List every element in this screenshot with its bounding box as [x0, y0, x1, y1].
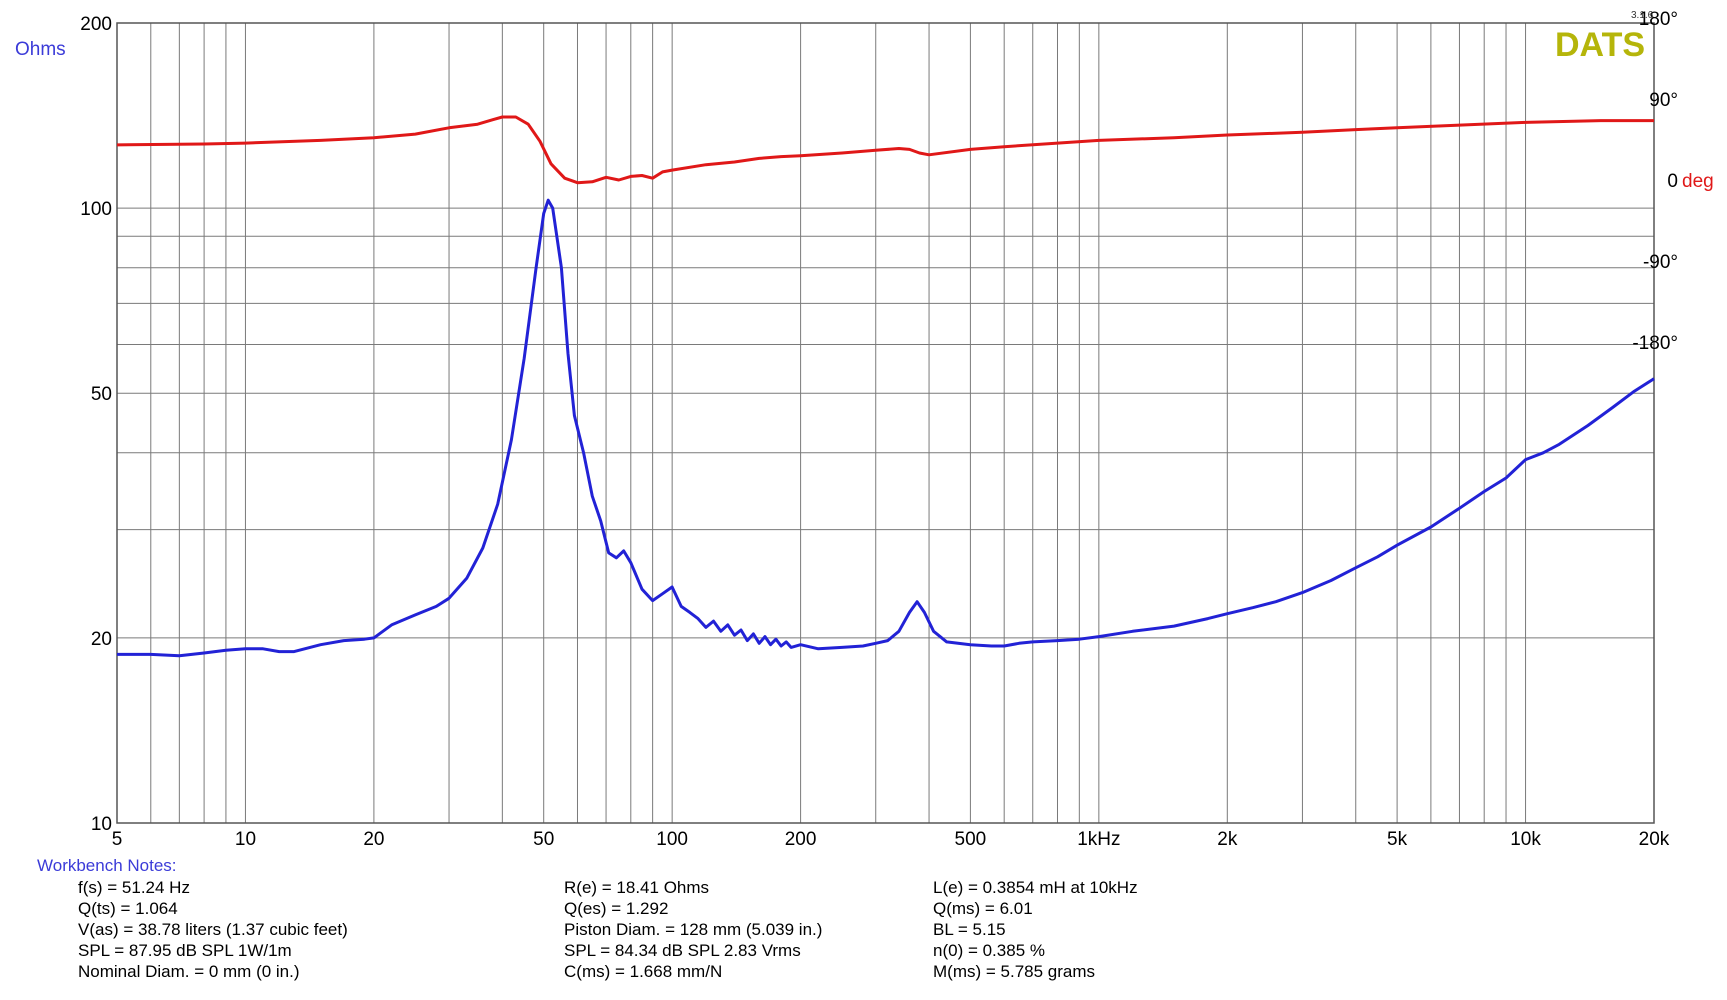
- x-tick-label: 50: [533, 829, 554, 850]
- y-tick-label: 50: [91, 384, 112, 405]
- note-qms: Q(ms) = 6.01: [933, 899, 1033, 918]
- note-piston-diam: Piston Diam. = 128 mm (5.039 in.): [564, 920, 823, 939]
- grid: [117, 23, 1654, 823]
- note-spl-1w: SPL = 87.95 dB SPL 1W/1m: [78, 941, 292, 960]
- x-tick-label: 2k: [1217, 829, 1238, 850]
- x-tick-label: 5: [112, 829, 123, 850]
- version-label: 3.1.6: [1631, 10, 1654, 21]
- note-spl-vrms: SPL = 84.34 dB SPL 2.83 Vrms: [564, 941, 801, 960]
- x-tick-label: 10: [235, 829, 256, 850]
- notes-column-2: R(e) = 18.41 Ohms Q(es) = 1.292 Piston D…: [564, 877, 822, 982]
- note-n0: n(0) = 0.385 %: [933, 941, 1045, 960]
- y-tick-label: 20: [91, 629, 112, 650]
- y2-tick-labels: 180° 90° 0 -90° -180°: [1632, 9, 1678, 354]
- note-bl: BL = 5.15: [933, 920, 1006, 939]
- y2-tick-label: -180°: [1632, 333, 1678, 354]
- note-fs: f(s) = 51.24 Hz: [78, 878, 190, 897]
- series-layer: [116, 115, 1655, 658]
- x-tick-label: 200: [785, 829, 817, 850]
- x-tick-label: 500: [955, 829, 987, 850]
- right-axis-unit: deg: [1682, 171, 1714, 192]
- y-tick-label: 200: [80, 14, 112, 35]
- x-tick-labels: 5 10 20 50 100 200 500 1kHz 2k 5k 10k 20k: [112, 829, 1670, 850]
- workbench-notes: Workbench Notes: f(s) = 51.24 Hz Q(ts) =…: [0, 856, 1727, 1000]
- left-axis-unit: Ohms: [15, 39, 66, 60]
- note-re: R(e) = 18.41 Ohms: [564, 878, 710, 897]
- note-qts: Q(ts) = 1.064: [78, 899, 178, 918]
- note-cms: C(ms) = 1.668 mm/N: [564, 962, 723, 981]
- x-tick-label: 100: [656, 829, 688, 850]
- impedance-curve: [117, 198, 1655, 658]
- x-tick-label: 5k: [1387, 829, 1408, 850]
- note-nominal-diam: Nominal Diam. = 0 mm (0 in.): [78, 962, 300, 981]
- plot-frame: [116, 22, 1655, 824]
- y2-tick-label: -90°: [1643, 252, 1678, 273]
- y-tick-labels: 10 20 50 100 200: [80, 14, 112, 835]
- x-tick-label: 20: [363, 829, 384, 850]
- y2-tick-label: 180°: [1639, 9, 1678, 30]
- notes-column-1: f(s) = 51.24 Hz Q(ts) = 1.064 V(as) = 38…: [78, 877, 348, 982]
- impedance-phase-chart: 5 10 20 50 100 200 500 1kHz 2k 5k 10k 20k 102050100…: [15, 9, 1714, 850]
- x-tick-label: 20k: [1639, 829, 1670, 850]
- y-tick-label: 10: [91, 814, 112, 835]
- phase-curve: [116, 115, 1654, 185]
- notes-title: Workbench Notes:: [37, 856, 177, 875]
- y2-tick-label: 90°: [1649, 90, 1678, 111]
- note-qes: Q(es) = 1.292: [564, 899, 669, 918]
- note-mms: M(ms) = 5.785 grams: [933, 962, 1096, 981]
- note-le: L(e) = 0.3854 mH at 10kHz: [933, 878, 1138, 897]
- y2-tick-label: 0: [1667, 171, 1678, 192]
- x-tick-label: 10k: [1510, 829, 1541, 850]
- x-tick-label: 1kHz: [1077, 829, 1120, 850]
- y-tick-label: 100: [80, 199, 112, 220]
- notes-column-3: L(e) = 0.3854 mH at 10kHz Q(ms) = 6.01 B…: [933, 877, 1138, 982]
- dats-badge: DATS: [1555, 26, 1645, 64]
- note-vas: V(as) = 38.78 liters (1.37 cubic feet): [78, 920, 348, 939]
